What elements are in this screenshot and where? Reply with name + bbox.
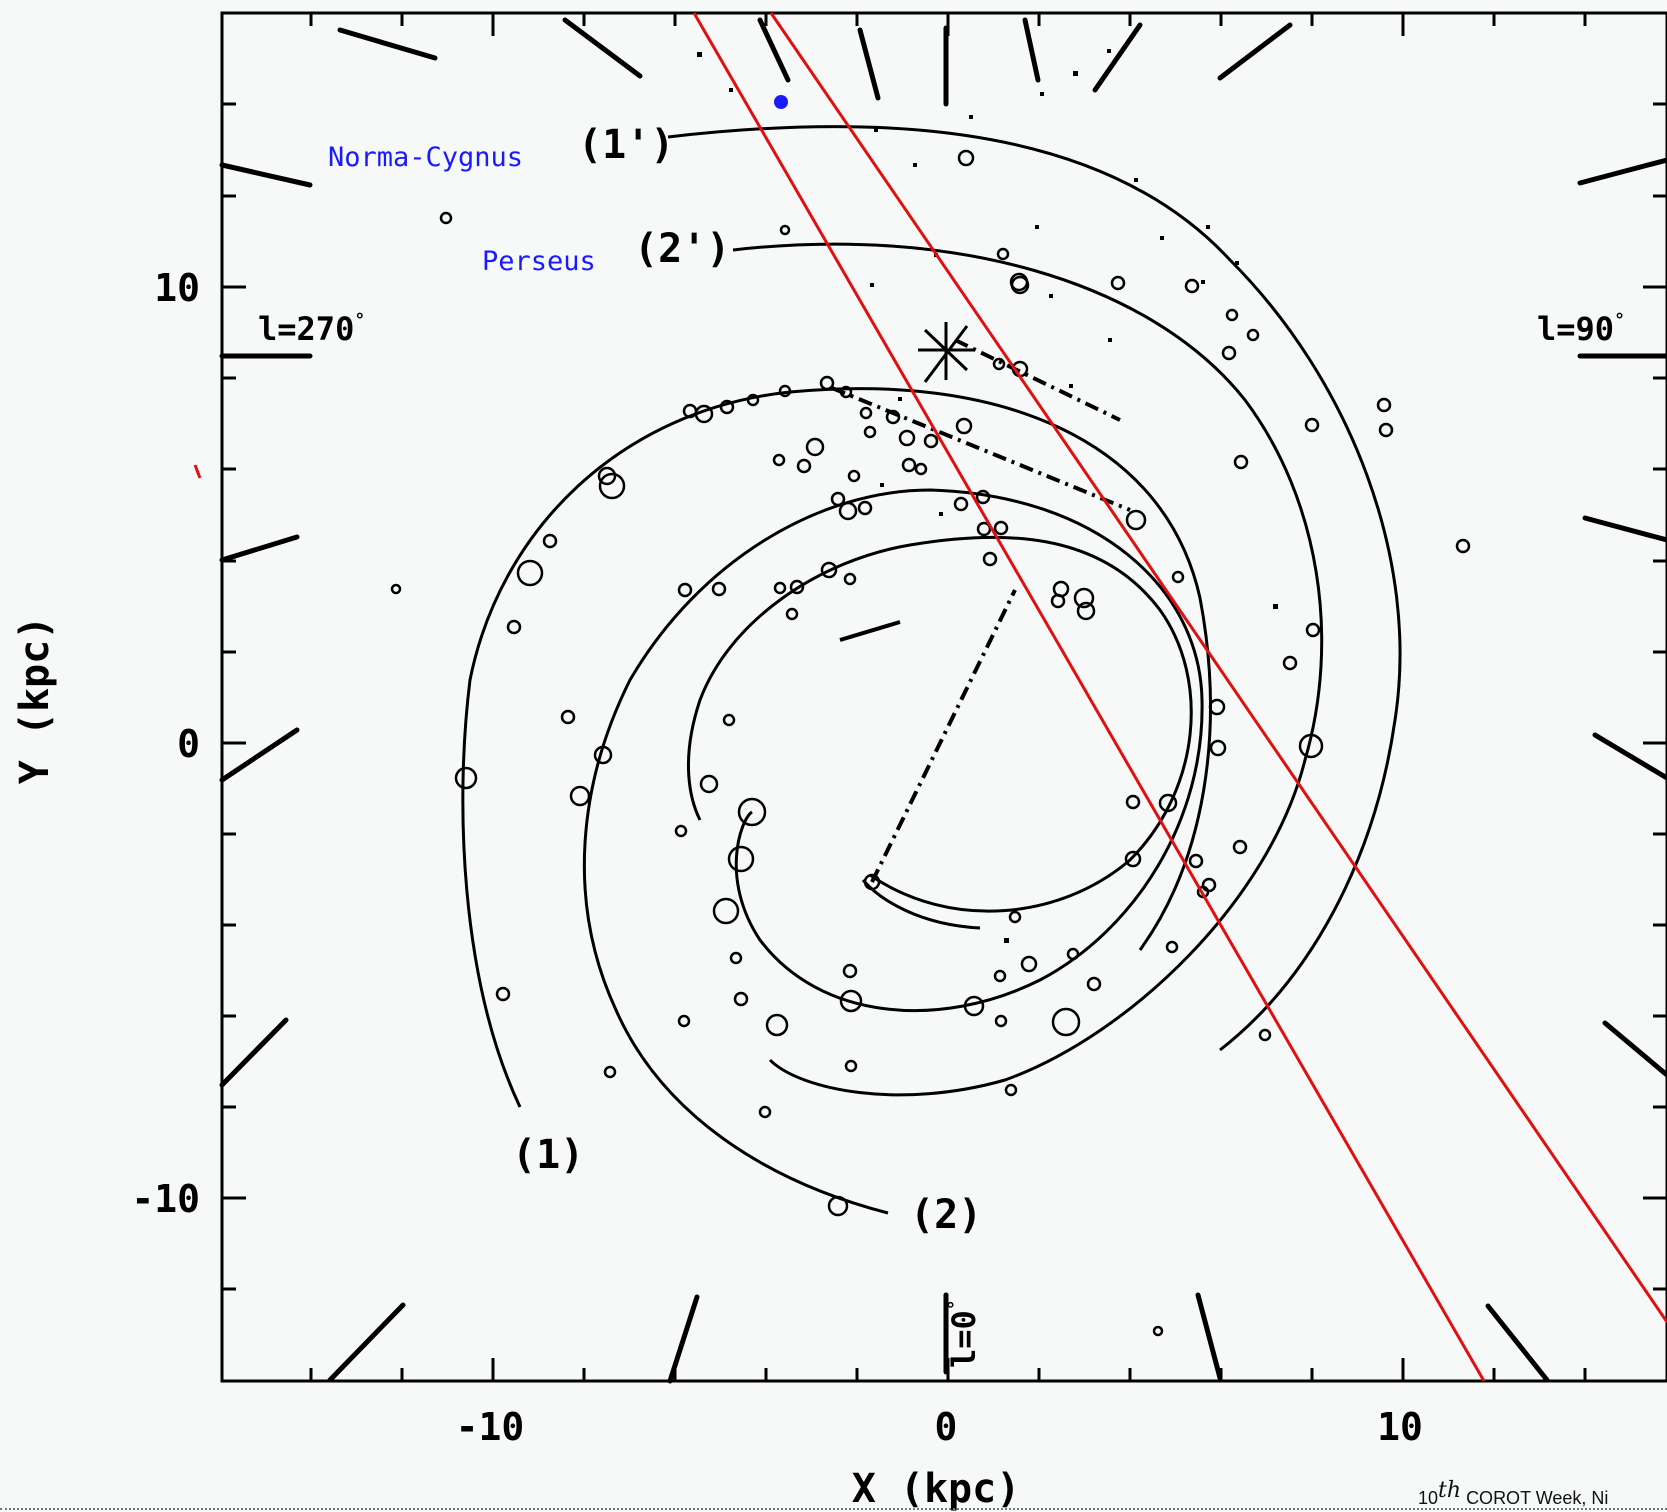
arm-label-1: (1) [512, 1132, 584, 1178]
central-bar [831, 338, 1131, 883]
line-of-sight-2 [769, 12, 1667, 1323]
longitude-ticks [219, 17, 1667, 1384]
degree-symbol: ° [1614, 310, 1625, 331]
plot-frame [220, 11, 1667, 1383]
y-axis-ticks [222, 102, 1667, 1291]
svg-text:l=270°: l=270° [258, 310, 365, 348]
y-tick-label: -10 [131, 1177, 200, 1221]
y-tick-label: 0 [177, 722, 200, 766]
footer-text: COROT Week, Ni [1466, 1488, 1609, 1508]
svg-text:l=0°: l=0° [945, 1299, 983, 1368]
y-axis-label: Y (kpc) [12, 616, 58, 785]
arm-label-1p: (1') [578, 122, 674, 168]
degree-symbol: ° [354, 310, 365, 331]
x-axis-ticks [309, 13, 1587, 1381]
l0-label: l=0 [945, 1310, 983, 1368]
red-tick [193, 464, 202, 479]
perseus-label: Perseus [482, 246, 596, 277]
footer-superscript: th [1438, 1478, 1462, 1503]
svg-text:l=90°: l=90° [1537, 310, 1625, 348]
arm-label-2: (2) [910, 1192, 982, 1238]
footer-divider [0, 1508, 1667, 1510]
small-square-markers [697, 49, 1278, 943]
l90-label: l=90 [1537, 310, 1614, 348]
x-tick-label: 10 [1377, 1405, 1423, 1449]
short-segment [839, 620, 901, 642]
x-tick-labels: -10 0 10 [456, 1405, 1423, 1449]
arm-labels: (1) (1') (2) (2') [512, 122, 982, 1238]
footer-credit: 10th COROT Week, Ni [1418, 1478, 1608, 1509]
norma-cygnus-label: Norma-Cygnus [328, 142, 523, 173]
hii-regions [390, 149, 1471, 1337]
y-tick-label: 10 [154, 266, 200, 310]
arm-label-2p: (2') [634, 226, 730, 272]
inner-arc-2 [861, 879, 981, 930]
x-tick-label: 0 [935, 1405, 958, 1449]
lines-of-sight [193, 12, 1667, 1382]
longitude-labels: l=270° l=90° l=0° [258, 310, 1625, 1368]
y-tick-labels: 10 0 -10 [131, 266, 200, 1221]
x-axis-label: X (kpc) [852, 1466, 1021, 1512]
line-of-sight-1 [692, 12, 1486, 1382]
blue-dot [774, 95, 788, 109]
degree-symbol: ° [945, 1299, 966, 1310]
x-tick-label: -10 [456, 1405, 525, 1449]
arm-2-curve [582, 488, 1204, 1215]
arm-names: Norma-Cygnus Perseus [328, 142, 596, 277]
arm-1p-curve [667, 125, 1402, 1052]
sun-symbol [918, 322, 975, 383]
footer-prefix: 10 [1418, 1488, 1439, 1508]
inner-arc [686, 535, 1193, 913]
l270-label: l=270 [258, 310, 354, 348]
arm-2p-curve [732, 242, 1324, 1097]
